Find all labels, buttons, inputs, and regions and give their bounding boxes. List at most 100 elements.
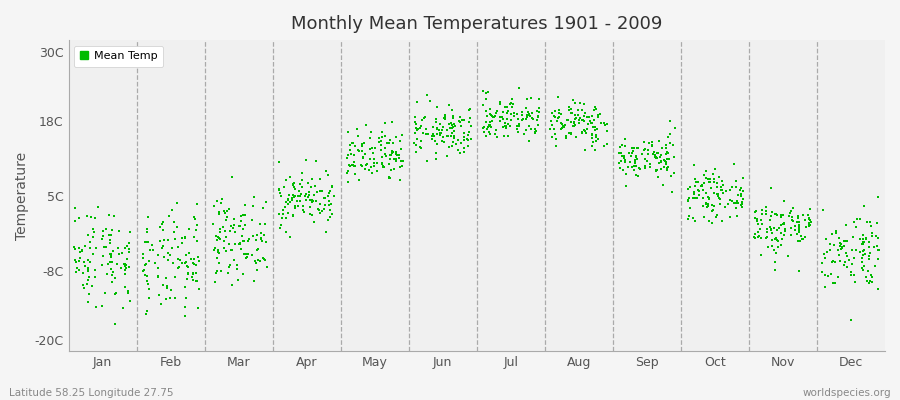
Point: [762, 224, 777, 230]
Point: [206, 221, 220, 228]
Point: [362, 167, 376, 173]
Point: [221, 241, 236, 247]
Point: [712, 200, 726, 207]
Point: [614, 158, 628, 164]
Point: [697, 214, 711, 220]
Point: [628, 162, 643, 169]
Point: [821, 273, 835, 279]
Point: [305, 212, 320, 219]
Point: [591, 136, 606, 142]
Point: [770, 212, 784, 219]
Point: [235, 233, 249, 240]
Text: worldspecies.org: worldspecies.org: [803, 388, 891, 398]
Point: [272, 187, 286, 193]
Point: [708, 166, 723, 172]
Point: [500, 133, 515, 139]
Point: [434, 130, 448, 136]
Point: [767, 247, 781, 254]
Point: [212, 229, 227, 235]
Point: [765, 209, 779, 215]
Point: [481, 124, 495, 130]
Point: [485, 113, 500, 120]
Point: [865, 274, 879, 280]
Point: [825, 280, 840, 286]
Point: [489, 110, 503, 116]
Point: [439, 153, 454, 159]
Point: [713, 196, 727, 202]
Point: [364, 169, 379, 176]
Point: [220, 214, 234, 221]
Point: [375, 163, 390, 170]
Point: [162, 213, 176, 220]
Point: [525, 94, 539, 101]
Point: [224, 282, 238, 288]
Point: [548, 108, 562, 114]
Point: [140, 226, 154, 233]
Point: [781, 253, 796, 259]
Point: [860, 273, 874, 280]
Point: [764, 230, 778, 236]
Point: [374, 142, 389, 148]
Point: [487, 114, 501, 120]
Point: [343, 146, 357, 153]
Point: [649, 166, 663, 173]
Point: [688, 191, 702, 197]
Point: [104, 265, 118, 272]
Point: [507, 112, 521, 119]
Point: [653, 158, 668, 165]
Point: [418, 126, 433, 132]
Point: [702, 196, 716, 202]
Point: [301, 180, 315, 186]
Point: [760, 228, 775, 235]
Point: [307, 192, 321, 198]
Point: [845, 246, 859, 253]
Point: [208, 278, 222, 285]
Point: [709, 212, 724, 218]
Point: [436, 124, 450, 130]
Point: [456, 145, 471, 151]
Point: [356, 140, 371, 146]
Point: [360, 160, 374, 167]
Point: [515, 108, 529, 115]
Point: [729, 184, 743, 190]
Point: [222, 205, 237, 212]
Point: [285, 196, 300, 203]
Point: [446, 125, 460, 132]
Point: [355, 141, 369, 147]
Point: [374, 147, 389, 153]
Point: [376, 164, 391, 170]
Point: [723, 213, 737, 220]
Point: [622, 150, 636, 156]
Point: [578, 128, 592, 134]
Point: [236, 212, 250, 218]
Point: [856, 248, 870, 254]
Point: [286, 192, 301, 198]
Point: [118, 284, 132, 290]
Point: [492, 99, 507, 105]
Point: [824, 259, 839, 266]
Point: [341, 129, 356, 136]
Point: [565, 110, 580, 116]
Point: [572, 100, 587, 106]
Point: [97, 290, 112, 296]
Point: [216, 245, 230, 252]
Point: [860, 278, 875, 284]
Point: [170, 200, 184, 206]
Point: [518, 127, 533, 134]
Point: [301, 194, 315, 200]
Point: [617, 158, 632, 165]
Point: [442, 144, 456, 150]
Point: [782, 212, 796, 219]
Point: [282, 200, 296, 207]
Point: [84, 214, 98, 220]
Point: [68, 244, 82, 250]
Point: [547, 126, 562, 132]
Point: [343, 162, 357, 169]
Point: [409, 149, 423, 155]
Point: [760, 226, 774, 232]
Point: [838, 238, 852, 244]
Point: [498, 122, 512, 129]
Point: [75, 247, 89, 253]
Point: [364, 164, 378, 170]
Point: [426, 124, 440, 130]
